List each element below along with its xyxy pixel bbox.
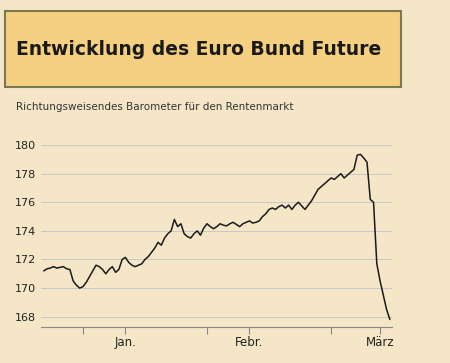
Text: Richtungsweisendes Barometer für den Rentenmarkt: Richtungsweisendes Barometer für den Ren… bbox=[16, 102, 293, 112]
Text: Entwicklung des Euro Bund Future: Entwicklung des Euro Bund Future bbox=[16, 40, 381, 58]
Text: www.schule-studium.de: www.schule-studium.de bbox=[448, 156, 450, 265]
